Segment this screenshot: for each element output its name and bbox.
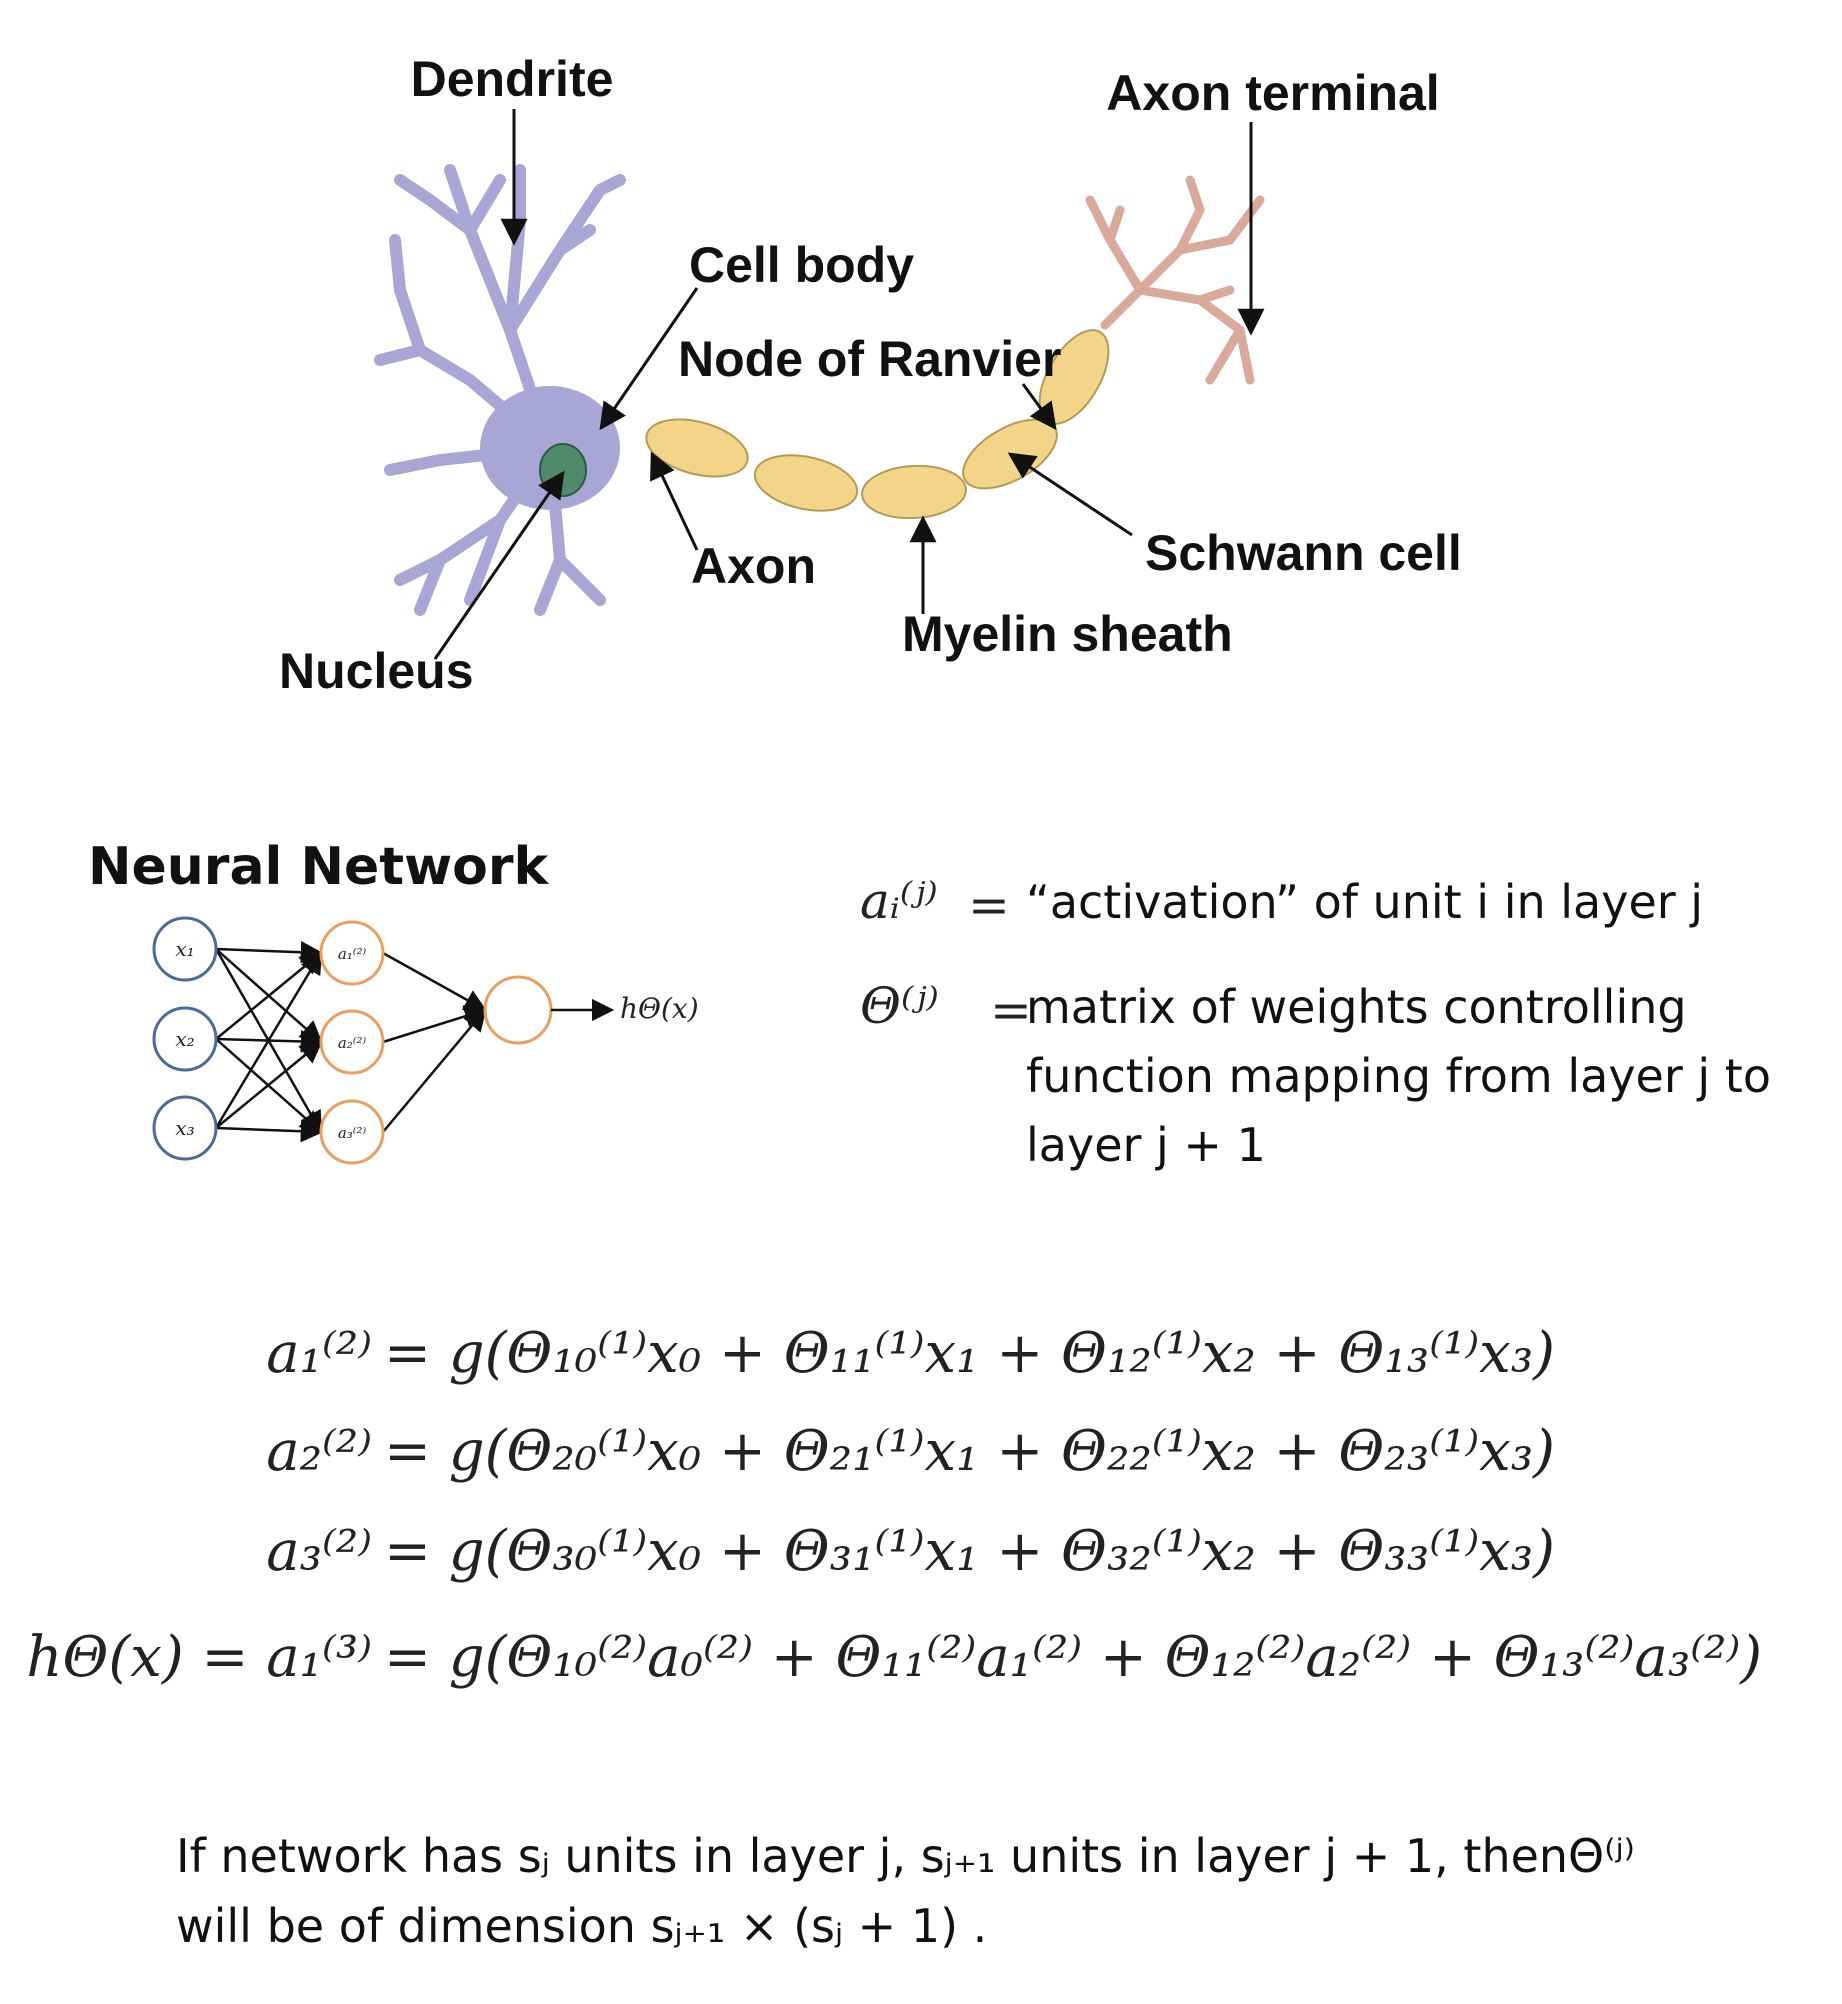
equation-rhs: = g(Θ₁₀⁽²⁾a₀⁽²⁾ + Θ₁₁⁽²⁾a₁⁽²⁾ + Θ₁₂⁽²⁾a₂… xyxy=(384,1625,1762,1690)
equations: a₁⁽²⁾ = g(Θ₁₀⁽¹⁾x₀ + Θ₁₁⁽¹⁾x₁ + Θ₁₂⁽¹⁾x₂ … xyxy=(26,1321,1762,1690)
equals: = xyxy=(968,876,1010,934)
node-label: x₁ xyxy=(175,937,194,961)
equation-rhs: = g(Θ₂₀⁽¹⁾x₀ + Θ₂₁⁽¹⁾x₁ + Θ₂₂⁽¹⁾x₂ + Θ₂₃… xyxy=(384,1419,1555,1484)
network-diagram: x₁ x₂ x₃ a₁⁽²⁾ a₂⁽²⁾ a₃⁽²⁾ hΘ(x) xyxy=(152,916,699,1165)
connection xyxy=(215,940,324,964)
note-line: will be of dimension sⱼ₊₁ × (sⱼ + 1) . xyxy=(176,1899,987,1953)
equation-lhs: a₁⁽²⁾ xyxy=(266,1321,372,1386)
hidden-node xyxy=(319,1009,385,1075)
input-node xyxy=(152,1006,218,1072)
equation-lhs: a₃⁽²⁾ xyxy=(266,1519,372,1584)
equation-lhs: a₂⁽²⁾ xyxy=(266,1419,372,1484)
equation-rhs: = g(Θ₁₀⁽¹⁾x₀ + Θ₁₁⁽¹⁾x₁ + Θ₁₂⁽¹⁾x₂ + Θ₁₃… xyxy=(384,1321,1555,1386)
input-node xyxy=(152,916,218,982)
symbol: Θ⁽ʲ⁾ xyxy=(860,977,939,1035)
label: Axon terminal xyxy=(1106,65,1439,121)
section-title: Neural Network xyxy=(88,837,550,897)
definition-text: layer j + 1 xyxy=(1026,1118,1266,1172)
definition-text: “activation” of unit i in layer j xyxy=(1026,875,1703,929)
connection xyxy=(214,951,323,1129)
node-label: a₁⁽²⁾ xyxy=(338,945,367,963)
hidden-node xyxy=(319,1099,385,1165)
connection xyxy=(215,1040,323,1129)
input-node xyxy=(152,1095,218,1161)
label: Cell body xyxy=(689,237,914,293)
output-node xyxy=(483,975,553,1045)
node-label: a₃⁽²⁾ xyxy=(338,1124,367,1142)
label: Myelin sheath xyxy=(902,606,1233,662)
node-label: x₃ xyxy=(175,1116,194,1140)
label: Dendrite xyxy=(411,51,614,107)
connection xyxy=(382,1005,488,1044)
output-label: hΘ(x) xyxy=(620,992,699,1025)
neuron-leaders xyxy=(433,109,1265,660)
label: Schwann cell xyxy=(1145,525,1462,581)
symbol: aᵢ⁽ʲ⁾ xyxy=(860,872,938,930)
definition-text: matrix of weights controlling xyxy=(1026,980,1687,1034)
equals: = xyxy=(990,981,1032,1039)
label: Node of Ranvier xyxy=(678,331,1061,387)
note: If network has sⱼ units in layer j, sⱼ₊₁… xyxy=(176,1829,1635,1953)
node-label: x₂ xyxy=(175,1027,194,1051)
definition-text: function mapping from layer j to xyxy=(1026,1049,1771,1103)
hidden-node xyxy=(319,920,385,986)
neuron-drawing xyxy=(374,164,1265,616)
connection xyxy=(215,1119,324,1143)
equation-rhs: = g(Θ₃₀⁽¹⁾x₀ + Θ₃₁⁽¹⁾x₁ + Θ₃₂⁽¹⁾x₂ + Θ₃₃… xyxy=(384,1519,1555,1584)
equation-lhs: hΘ(x) = a₁⁽³⁾ xyxy=(26,1625,372,1690)
connection xyxy=(215,951,323,1040)
node-label: a₂⁽²⁾ xyxy=(338,1034,367,1052)
label: Axon xyxy=(691,538,816,594)
label: Nucleus xyxy=(279,643,474,699)
definitions: aᵢ⁽ʲ⁾ = “activation” of unit i in layer j Θ… xyxy=(860,872,1771,1172)
connection xyxy=(382,1008,487,1133)
connection xyxy=(382,951,487,1012)
note-line: If network has sⱼ units in layer j, sⱼ₊₁… xyxy=(176,1829,1635,1883)
